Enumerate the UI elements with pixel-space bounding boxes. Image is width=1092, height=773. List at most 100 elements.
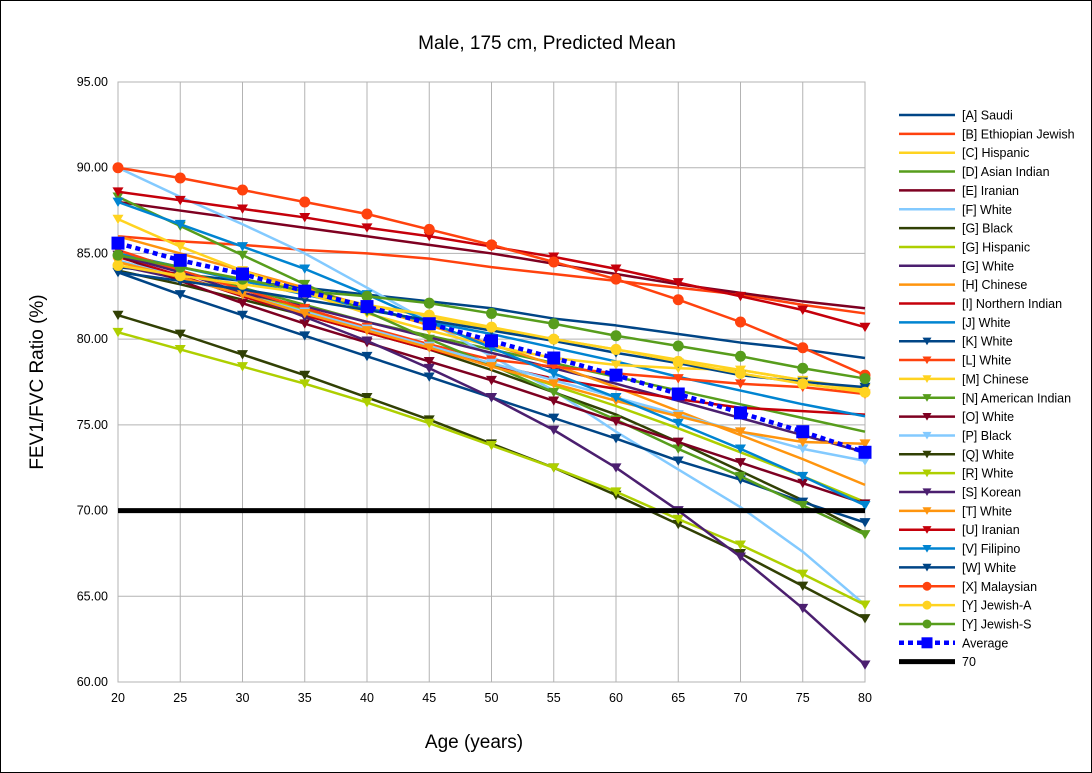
legend-label: [E] Iranian	[962, 184, 1019, 198]
legend-item: [T] White	[899, 504, 1012, 518]
data-point	[174, 345, 186, 355]
legend-label: [L] White	[962, 354, 1011, 368]
legend-marker	[922, 431, 932, 440]
data-point	[610, 463, 622, 473]
data-point	[360, 300, 374, 314]
data-point	[173, 253, 187, 267]
data-point	[797, 444, 809, 454]
data-point	[797, 501, 809, 511]
data-point	[672, 411, 684, 422]
legend-label: [V] Filipino	[962, 542, 1020, 556]
x-tick-label: 20	[111, 691, 125, 705]
legend-item: [I] Northern Indian	[899, 297, 1062, 311]
data-point	[174, 242, 186, 252]
data-point	[797, 362, 809, 374]
legend-item: [U] Iranian	[899, 523, 1020, 537]
legend-label: [F] White	[962, 203, 1012, 217]
data-point	[112, 310, 124, 321]
data-point	[112, 249, 124, 261]
data-point	[735, 458, 746, 468]
data-point	[859, 518, 871, 528]
y-tick-label: 70.00	[77, 504, 108, 518]
data-point	[548, 413, 560, 423]
legend-label: [N] American Indian	[962, 391, 1071, 405]
x-tick-label: 75	[796, 691, 810, 705]
data-point	[859, 614, 871, 624]
data-point	[299, 379, 311, 389]
data-point	[236, 267, 249, 281]
data-point	[112, 267, 124, 278]
data-point	[548, 333, 560, 345]
data-point	[361, 326, 373, 336]
data-point	[672, 340, 684, 352]
y-tick-label: 60.00	[77, 675, 108, 689]
legend-item: [A] Saudi	[899, 109, 1013, 123]
data-point	[859, 530, 871, 540]
data-point	[735, 316, 746, 328]
data-point	[237, 184, 248, 196]
legend-item: [G] Hispanic	[899, 240, 1030, 254]
legend-item: [Y] Jewish-A	[899, 599, 1032, 613]
data-point	[299, 295, 311, 305]
y-tick-label: 95.00	[77, 75, 108, 89]
data-point	[735, 540, 746, 550]
legend-item: [F] White	[899, 203, 1012, 217]
plot-area	[111, 162, 872, 670]
legend-item: [P] Black	[899, 429, 1012, 443]
legend-marker	[922, 356, 932, 365]
data-point	[237, 250, 248, 261]
legend-item: [O] White	[899, 410, 1014, 424]
data-point	[423, 231, 435, 242]
legend-label: [S] Korean	[962, 486, 1021, 500]
legend-label: [O] White	[962, 410, 1014, 424]
x-tick-label: 30	[236, 691, 250, 705]
data-point	[299, 196, 311, 208]
data-point	[610, 417, 622, 427]
x-tick-label: 70	[734, 691, 748, 705]
legend-marker	[922, 563, 932, 572]
data-point	[672, 456, 684, 466]
legend-label: [P] Black	[962, 429, 1012, 443]
data-point	[237, 362, 248, 372]
legend-item: [X] Malaysian	[899, 580, 1037, 594]
y-tick-label: 75.00	[77, 418, 108, 432]
legend-marker	[922, 394, 932, 402]
data-point	[423, 334, 435, 345]
legend-item: [L] White	[899, 354, 1011, 368]
data-point	[174, 270, 186, 282]
y-tick-label: 90.00	[77, 161, 108, 175]
legend-label: [H] Chinese	[962, 278, 1027, 292]
legend-label: [J] White	[962, 316, 1011, 330]
data-point	[735, 427, 746, 437]
data-point	[859, 456, 871, 466]
data-point	[486, 393, 497, 403]
legend-label: [T] White	[962, 504, 1012, 518]
legend-item: [Y] Jewish-S	[899, 617, 1031, 631]
legend-item: [M] Chinese	[899, 372, 1029, 386]
data-point	[423, 223, 435, 235]
x-tick-label: 55	[547, 691, 561, 705]
legend-label: [D] Asian Indian	[962, 165, 1050, 179]
data-point	[422, 317, 436, 331]
legend-label: [G] Black	[962, 222, 1013, 236]
data-point	[237, 298, 248, 309]
data-point	[112, 259, 124, 271]
data-point	[361, 336, 373, 346]
x-tick-label: 80	[858, 691, 872, 705]
data-point	[237, 204, 248, 214]
legend-marker	[922, 488, 932, 497]
data-point	[486, 307, 497, 319]
legend-marker	[922, 450, 932, 459]
data-point	[672, 514, 684, 525]
data-point	[672, 437, 684, 447]
data-point	[797, 342, 809, 354]
data-point	[486, 321, 497, 333]
legend-marker	[922, 469, 932, 478]
chart-title: Male, 175 cm, Predicted Mean	[418, 33, 676, 54]
data-point	[237, 310, 248, 321]
data-point	[859, 439, 871, 449]
data-point	[859, 322, 871, 333]
data-point	[237, 350, 248, 360]
